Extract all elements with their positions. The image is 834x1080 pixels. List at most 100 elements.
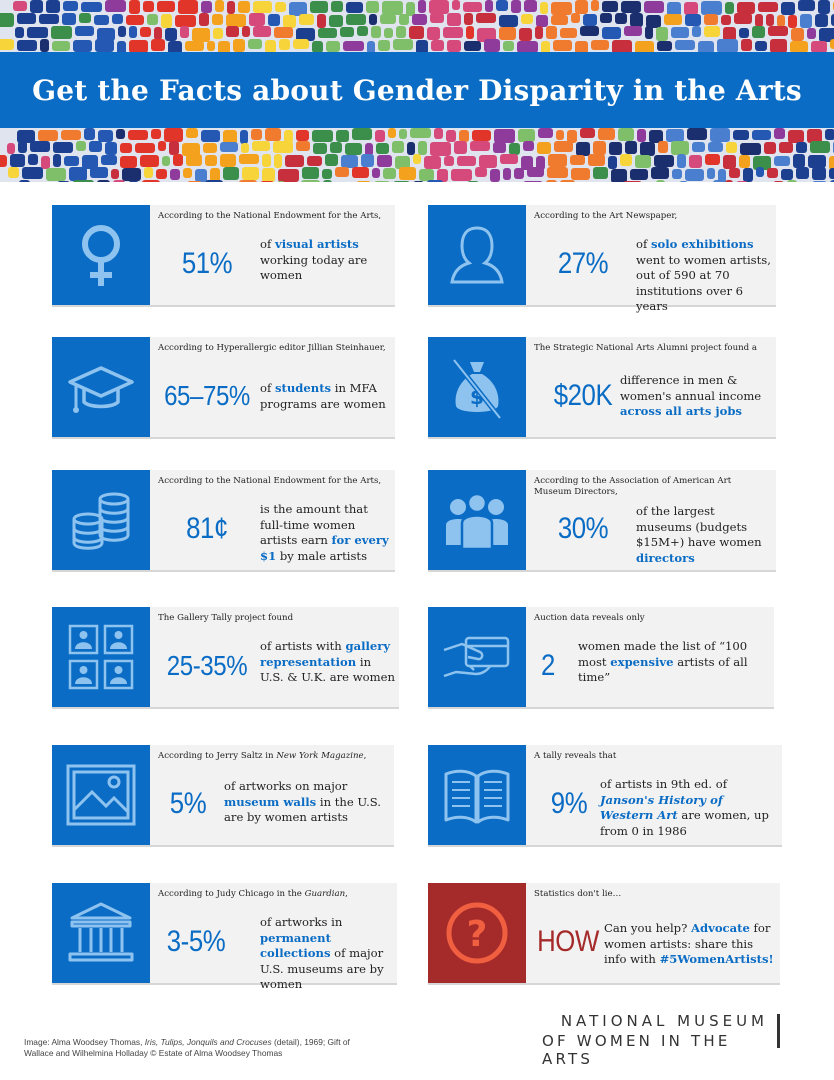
text-run: working today are women	[260, 252, 368, 283]
museum-building-icon	[68, 902, 134, 962]
svg-text:?: ?	[467, 914, 488, 955]
text-run: Can you help?	[604, 921, 691, 935]
stat-value: HOW	[537, 925, 599, 958]
highlight-text: for every $1	[260, 533, 389, 563]
source-text: According to Jerry Saltz in New York Mag…	[158, 751, 388, 762]
icon-box	[428, 607, 526, 707]
stat-description: of artworks on major museum walls in the…	[224, 779, 390, 826]
source-text: A tally reveals that	[534, 751, 617, 761]
source-text: According to Hyperallergic editor Jillia…	[158, 343, 386, 353]
female-symbol-icon	[82, 225, 120, 286]
graduation-cap-icon	[68, 366, 134, 413]
stat-card-permanent-collections: According to Judy Chicago in the Guardia…	[52, 883, 397, 991]
stat-value: 81¢	[186, 512, 228, 545]
highlight-text: Janson's History of Western Art	[600, 792, 723, 823]
icon-box	[52, 883, 150, 983]
stat-card-income-gap: $ The Strategic National Arts Alumni pro…	[428, 337, 776, 437]
source-text: Auction data reveals only	[534, 613, 645, 623]
logo-bar	[777, 1014, 780, 1048]
stat-description: difference in men & women's annual incom…	[620, 373, 772, 420]
highlight-text: expensive	[610, 654, 674, 669]
money-bag-crossed-icon: $	[452, 358, 502, 420]
text-run: of artists in 9th ed. of	[600, 777, 727, 791]
stat-description: of solo exhibitions went to women artist…	[636, 237, 772, 315]
stat-value: 2	[541, 649, 555, 682]
source-text: The Gallery Tally project found	[158, 613, 294, 623]
stat-value: $20K	[553, 379, 613, 412]
image-credit: Image: Alma Woodsey Thomas, Iris, Tulips…	[24, 1037, 354, 1059]
icon-box	[428, 205, 526, 305]
highlight-text: directors	[636, 550, 695, 565]
icon-box	[52, 337, 150, 437]
coin-stacks-icon	[72, 492, 130, 550]
stat-value: 3-5%	[166, 925, 226, 958]
highlight-text: across all arts jobs	[620, 404, 742, 418]
stat-value: 9%	[550, 787, 588, 820]
stat-card-expensive-artists: Auction data reveals only 2 women made t…	[428, 607, 774, 707]
text-run: According to Jerry Saltz in	[158, 751, 277, 761]
source-text: According to the Association of American…	[534, 476, 732, 497]
text-run: of artworks in	[260, 915, 343, 929]
stat-description: of visual artists working today are wome…	[260, 237, 391, 284]
portrait-frames-icon	[68, 624, 134, 690]
stat-card-solo-exhibitions: According to the Art Newspaper, 27% of s…	[428, 205, 776, 313]
stat-description: of artists in 9th ed. of Janson's Histor…	[600, 777, 778, 839]
highlight-text: Advocate	[690, 921, 750, 935]
stat-value: 65–75%	[164, 380, 250, 411]
highlight-text: Iris, Tulips, Jonquils and Crocuses	[144, 1037, 272, 1047]
page-title: Get the Facts about Gender Disparity in …	[32, 73, 802, 107]
stat-value: 5%	[169, 787, 207, 820]
source-text: The Strategic National Arts Alumni proje…	[534, 343, 758, 353]
text-run: of artworks on major	[224, 779, 348, 793]
highlight-text: students	[274, 381, 332, 395]
highlight-text: permanent collections	[260, 930, 331, 961]
call-to-action-card: ? Statistics don't lie… HOW Can you help…	[428, 883, 780, 983]
icon-box	[52, 607, 150, 707]
stat-card-museum-directors: According to the Association of American…	[428, 470, 776, 570]
stat-value: 51%	[181, 247, 233, 280]
stat-description: of artworks in permanent collections of …	[260, 915, 393, 993]
text-run: of artists with	[260, 639, 346, 653]
text-run: went to women artists, out of 590 at 70 …	[636, 252, 771, 314]
logo-line-2: OF WOMEN IN THE ARTS	[542, 1032, 731, 1068]
highlight-text: visual artists	[274, 237, 359, 251]
text-run: (detail), 1969; Gift of Wallace and Wilh…	[24, 1037, 350, 1058]
text-run: in the U.S. are by women artists	[224, 794, 381, 825]
text-run: for women artists: share this info with	[604, 921, 771, 966]
text-run: artists of all time”	[578, 654, 748, 685]
title-band: Get the Facts about Gender Disparity in …	[0, 52, 834, 128]
woman-silhouette-icon	[450, 226, 504, 284]
stat-card-earnings: According to the National Endowment for …	[52, 470, 395, 570]
stat-card-mfa-students: According to Hyperallergic editor Jillia…	[52, 337, 395, 437]
source-text: According to the National Endowment for …	[158, 476, 382, 486]
text-run: women made the list of “100 most	[578, 639, 748, 669]
group-of-people-icon	[446, 492, 508, 551]
stat-value: 25-35%	[166, 650, 248, 681]
framed-landscape-icon	[66, 764, 136, 826]
text-run: of the largest museums (budgets $15M+) h…	[636, 504, 762, 549]
stat-description: Can you help? Advocate for women artists…	[604, 921, 776, 968]
stat-card-visual-artists: According to the National Endowment for …	[52, 205, 395, 305]
highlight-text: gallery representation	[260, 639, 391, 669]
stat-description: women made the list of “100 most expensi…	[578, 639, 770, 686]
icon-box	[428, 745, 526, 845]
question-mark-icon: ?	[446, 902, 508, 964]
highlight-text: New York Magazine	[276, 751, 364, 761]
icon-box	[52, 745, 150, 845]
text-run: of	[636, 237, 651, 251]
icon-box: $	[428, 337, 526, 437]
text-run: difference in men & women's annual incom…	[620, 373, 762, 403]
icon-box	[52, 205, 150, 305]
source-text: According to the National Endowment for …	[158, 211, 382, 221]
stat-description: of the largest museums (budgets $15M+) h…	[636, 504, 772, 566]
icon-box	[428, 470, 526, 570]
source-text: Statistics don't lie…	[534, 889, 622, 899]
stat-description: of artists with gallery representation i…	[260, 639, 395, 686]
text-run: ,	[363, 751, 367, 761]
text-run: ,	[345, 889, 348, 899]
stat-value: 27%	[557, 247, 609, 280]
text-run: in U.S. & U.K. are women	[260, 654, 395, 685]
highlight-text: Guardian	[304, 889, 346, 899]
stat-description: is the amount that full-time women artis…	[260, 502, 391, 564]
stat-description: of students in MFA programs are women	[260, 381, 391, 412]
